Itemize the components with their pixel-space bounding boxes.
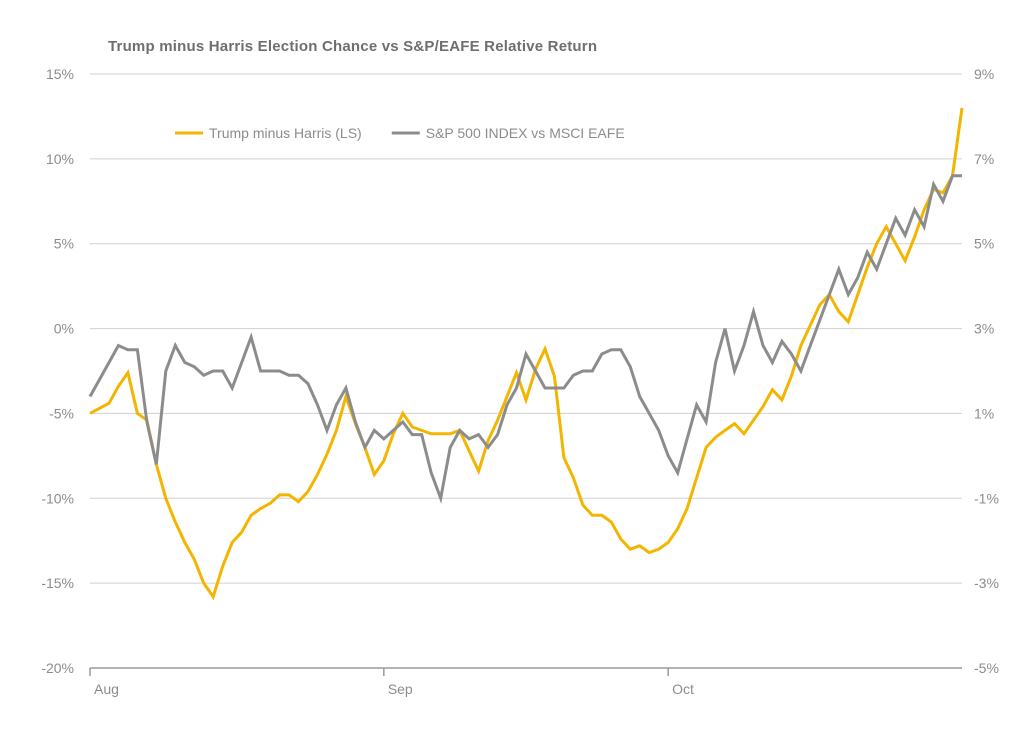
x-tick-label: Aug xyxy=(94,681,119,697)
legend-label: Trump minus Harris (LS) xyxy=(209,125,362,141)
y-left-tick-label: 15% xyxy=(46,66,74,82)
series-line xyxy=(90,176,962,499)
x-tick-label: Oct xyxy=(672,681,694,697)
y-right-tick-label: -1% xyxy=(974,490,999,506)
y-right-tick-label: 9% xyxy=(974,66,994,82)
y-right-tick-label: 3% xyxy=(974,321,994,337)
chart-title: Trump minus Harris Election Chance vs S&… xyxy=(108,38,597,55)
y-left-tick-label: -5% xyxy=(49,405,74,421)
y-left-tick-label: -15% xyxy=(41,575,74,591)
y-right-tick-label: -5% xyxy=(974,660,999,676)
y-right-tick-label: 7% xyxy=(974,151,994,167)
y-right-tick-label: -3% xyxy=(974,575,999,591)
legend-label: S&P 500 INDEX vs MSCI EAFE xyxy=(426,125,625,141)
y-left-tick-label: -10% xyxy=(41,490,74,506)
chart-container: Trump minus Harris Election Chance vs S&… xyxy=(0,0,1024,744)
y-right-tick-label: 5% xyxy=(974,236,994,252)
x-tick-label: Sep xyxy=(388,681,413,697)
y-right-tick-label: 1% xyxy=(974,405,994,421)
y-left-tick-label: 0% xyxy=(54,321,74,337)
y-left-tick-label: 10% xyxy=(46,151,74,167)
y-left-tick-label: 5% xyxy=(54,236,74,252)
chart-svg: -20% -15% -10% -5% 0% 5% 10% 15% -5% -3% -1% 1% 3% 5%… xyxy=(0,0,1024,744)
y-left-tick-label: -20% xyxy=(41,660,74,676)
